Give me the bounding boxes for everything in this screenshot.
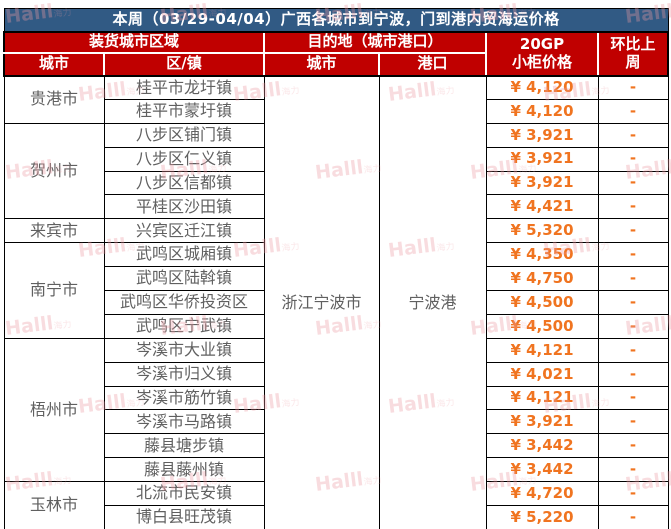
wow-cell: - xyxy=(597,457,669,483)
table-row: 八步区信都镇 ¥ 3,921- xyxy=(4,170,669,196)
sheet-title: 本周（03/29-04/04）广西各城市到宁波，门到港内贸海运价格 xyxy=(3,8,669,33)
town-cell: 武鸣区宁武镇 xyxy=(103,313,265,339)
wow-cell: - xyxy=(597,433,669,459)
city-cell: 来宾市 xyxy=(3,218,105,244)
table-row: 来宾市 兴宾区迁江镇 ¥ 5,320- xyxy=(3,218,669,244)
header-row-1: 装货城市区域 目的地（城市港口） 20GP 小柜价格 环比上周 xyxy=(3,30,670,77)
price-cell: ¥ 4,120 xyxy=(485,75,599,100)
price-cell: ¥ 4,121 xyxy=(485,337,599,363)
wow-cell: - xyxy=(597,146,669,172)
price-cell: ¥ 4,500 xyxy=(485,313,599,339)
city-cell: 梧州市 xyxy=(3,337,105,483)
price-cell: ¥ 4,500 xyxy=(485,290,599,315)
price-cell: ¥ 4,021 xyxy=(485,361,599,387)
town-cell: 岑溪市筋竹镇 xyxy=(103,385,265,411)
price-cell: ¥ 5,220 xyxy=(485,505,599,529)
subheader-dest-city: 城市 xyxy=(263,51,380,77)
price-cell: ¥ 3,921 xyxy=(485,122,599,148)
table-row: 贺州市 八步区铺门镇 ¥ 3,921- xyxy=(3,122,669,220)
town-cell: 八步区信都镇 xyxy=(103,170,265,196)
price-cell: ¥ 3,921 xyxy=(485,409,599,435)
wow-cell: - xyxy=(597,266,669,292)
town-cell: 北流市民安镇 xyxy=(103,481,265,507)
table-row: 梧州市 岑溪市大业镇 ¥ 4,121- xyxy=(3,337,669,483)
subheader-district: 区/镇 xyxy=(103,51,265,77)
table-row: 岑溪市马路镇 ¥ 3,921- xyxy=(4,409,669,435)
wow-cell: - xyxy=(597,75,669,100)
header-wow: 环比上周 xyxy=(596,30,670,77)
price-table-body: 本周（03/29-04/04）广西各城市到宁波，门到港内贸海运价格 装货城市区域… xyxy=(3,8,670,529)
header-price-line1: 20GP xyxy=(519,35,565,54)
header-wow-line1: 环比上 xyxy=(610,35,656,54)
town-cell: 兴宾区迁江镇 xyxy=(103,218,265,244)
table-row: 八步区仁义镇 ¥ 3,921- xyxy=(4,146,669,172)
table-row: 平桂区沙田镇 ¥ 4,421- xyxy=(4,194,669,220)
wow-cell: - xyxy=(597,505,669,529)
city-cell: 南宁市 xyxy=(3,242,105,339)
wow-cell: - xyxy=(597,290,669,315)
town-cell: 桂平市蒙圩镇 xyxy=(103,98,265,124)
header-price-line2: 小柜价格 xyxy=(511,52,572,71)
town-cell: 武鸣区陆斡镇 xyxy=(103,266,265,292)
price-cell: ¥ 3,442 xyxy=(485,457,599,483)
town-cell: 藤县藤州镇 xyxy=(103,457,265,483)
wow-cell: - xyxy=(597,218,669,244)
town-cell: 岑溪市马路镇 xyxy=(103,409,265,435)
city-cell: 玉林市 xyxy=(3,481,105,529)
wow-cell: - xyxy=(597,194,669,220)
wow-cell: - xyxy=(597,122,669,148)
town-cell: 武鸣区华侨投资区 xyxy=(103,290,265,315)
wow-cell: - xyxy=(597,170,669,196)
destination-city-cell: 浙江宁波市 xyxy=(263,75,380,529)
price-cell: ¥ 3,921 xyxy=(485,170,599,196)
wow-cell: - xyxy=(597,385,669,411)
wow-cell: - xyxy=(597,313,669,339)
table-row: 桂平市蒙圩镇 ¥ 4,120- xyxy=(4,98,669,124)
town-cell: 武鸣区城厢镇 xyxy=(103,242,265,268)
city-cell: 贺州市 xyxy=(3,122,105,220)
price-cell: ¥ 4,120 xyxy=(485,98,599,124)
town-cell: 岑溪市归义镇 xyxy=(103,361,265,387)
price-table: 本周（03/29-04/04）广西各城市到宁波，门到港内贸海运价格 装货城市区域… xyxy=(3,8,670,529)
town-cell: 平桂区沙田镇 xyxy=(103,194,265,220)
town-cell: 桂平市龙圩镇 xyxy=(103,75,265,100)
wow-cell: - xyxy=(597,361,669,387)
town-cell: 八步区仁义镇 xyxy=(103,146,265,172)
table-row: 贵港市 桂平市龙圩镇 浙江宁波市 宁波港 ¥ 4,120- xyxy=(3,75,669,529)
table-row: 岑溪市归义镇 ¥ 4,021- xyxy=(4,361,669,387)
destination-port-cell: 宁波港 xyxy=(378,75,487,529)
table-row: 武鸣区陆斡镇 ¥ 4,750- xyxy=(4,266,669,292)
wow-cell: - xyxy=(597,98,669,124)
price-cell: ¥ 4,121 xyxy=(485,385,599,411)
price-cell: ¥ 4,750 xyxy=(485,266,599,292)
table-row: 博白县旺茂镇 ¥ 5,220- xyxy=(4,505,669,529)
subheader-city: 城市 xyxy=(3,51,105,77)
price-cell: ¥ 4,720 xyxy=(485,481,599,507)
header-row-2: 城市 区/镇 城市 港口 xyxy=(3,51,668,77)
town-cell: 藤县塘步镇 xyxy=(103,433,265,459)
table-row: 岑溪市筋竹镇 ¥ 4,121- xyxy=(4,385,669,411)
header-loading-region: 装货城市区域 xyxy=(3,30,265,54)
price-cell: ¥ 5,320 xyxy=(485,218,599,244)
wow-cell: - xyxy=(597,481,669,507)
price-cell: ¥ 3,921 xyxy=(485,146,599,172)
wow-cell: - xyxy=(597,242,669,268)
town-cell: 岑溪市大业镇 xyxy=(103,337,265,363)
wow-cell: - xyxy=(597,337,669,363)
header-price: 20GP 小柜价格 xyxy=(485,30,599,77)
subheader-port: 港口 xyxy=(378,51,487,77)
table-row: 藤县藤州镇 ¥ 3,442- xyxy=(4,457,669,483)
title-row: 本周（03/29-04/04）广西各城市到宁波，门到港内贸海运价格 xyxy=(3,8,669,33)
price-cell: ¥ 4,421 xyxy=(485,194,599,220)
header-wow-line2: 周 xyxy=(625,52,641,71)
price-cell: ¥ 3,442 xyxy=(485,433,599,459)
city-cell: 贵港市 xyxy=(3,75,105,124)
town-cell: 八步区铺门镇 xyxy=(103,122,265,148)
header-destination-group: 目的地（城市港口） xyxy=(263,30,487,54)
town-cell: 博白县旺茂镇 xyxy=(103,505,265,529)
table-row: 武鸣区华侨投资区 ¥ 4,500- xyxy=(4,290,669,315)
wow-cell: - xyxy=(597,409,669,435)
price-cell: ¥ 4,350 xyxy=(485,242,599,268)
